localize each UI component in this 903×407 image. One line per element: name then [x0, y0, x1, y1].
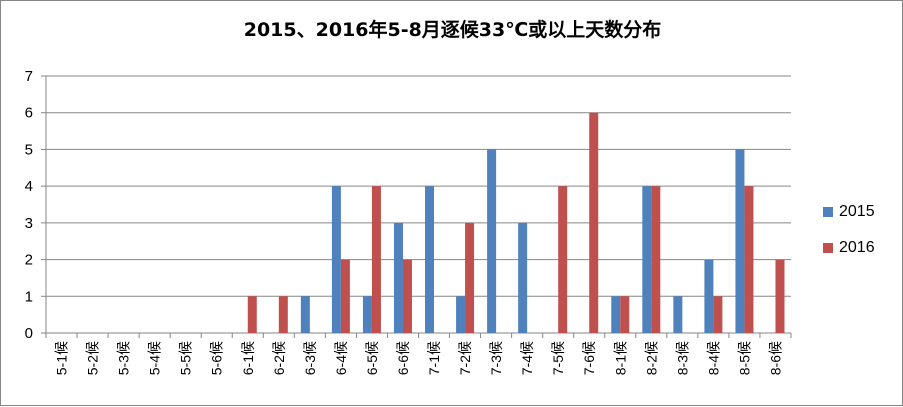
- y-tick-label-0: 0: [25, 325, 33, 342]
- bar-2016: [278, 296, 288, 333]
- x-tick-label: 7-5候: [550, 341, 566, 375]
- x-tick-label: 6-4候: [333, 341, 349, 375]
- bar-2015: [611, 296, 621, 333]
- bar-2015: [518, 222, 528, 333]
- legend-item-2015: 2015: [823, 201, 901, 223]
- legend: 2015 2016: [823, 201, 901, 273]
- bar-2015: [456, 296, 466, 333]
- bar-2016: [247, 296, 257, 333]
- y-tick-label-2: 2: [25, 252, 33, 269]
- x-tick-label: 5-2候: [85, 341, 101, 375]
- bar-2016: [558, 186, 568, 333]
- x-tick-label: 7-4候: [519, 341, 535, 375]
- x-tick-label: 6-2候: [271, 341, 287, 375]
- bar-2015: [704, 259, 714, 333]
- x-tick-label: 5-4候: [147, 341, 163, 375]
- y-tick-label-3: 3: [25, 215, 33, 232]
- x-tick-label: 8-4候: [705, 341, 721, 375]
- bar-2015: [362, 296, 372, 333]
- x-tick-label: 5-3候: [116, 341, 132, 375]
- x-tick-label: 7-1候: [426, 341, 442, 375]
- bar-2015: [300, 296, 310, 333]
- legend-label-2016: 2016: [839, 239, 875, 256]
- y-tick-label-5: 5: [25, 141, 33, 158]
- bar-2016: [744, 186, 754, 333]
- x-tick-label: 8-6候: [767, 341, 783, 375]
- bar-2016: [589, 112, 599, 333]
- bar-2016: [775, 259, 785, 333]
- legend-swatch-2015: [823, 207, 833, 217]
- x-tick-label: 5-1候: [54, 341, 70, 375]
- x-tick-label: 8-5候: [736, 341, 752, 375]
- bar-2015: [331, 186, 341, 333]
- x-tick-label: 8-1候: [612, 341, 628, 375]
- x-tick-label: 6-3候: [302, 341, 318, 375]
- x-tick-label: 8-3候: [674, 341, 690, 375]
- legend-swatch-2016: [823, 243, 833, 253]
- x-tick-label: 6-5候: [364, 341, 380, 375]
- x-tick-label: 6-6候: [395, 341, 411, 375]
- bar-2016: [465, 222, 475, 333]
- chart-title: 2015、2016年5-8月逐候33℃或以上天数分布: [243, 19, 662, 41]
- y-tick-label-1: 1: [25, 288, 33, 305]
- bar-2016: [402, 259, 412, 333]
- bar-2016: [713, 296, 723, 333]
- x-tick-label: 5-6候: [209, 341, 225, 375]
- bar-2015: [642, 186, 652, 333]
- bar-2016: [651, 186, 661, 333]
- bar-2015: [735, 149, 745, 333]
- bar-2015: [393, 222, 403, 333]
- bar-2016: [371, 186, 381, 333]
- bar-2015: [673, 296, 683, 333]
- x-tick-label: 8-2候: [643, 341, 659, 375]
- bar-2015: [487, 149, 497, 333]
- legend-label-2015: 2015: [839, 203, 875, 220]
- bar-2016: [620, 296, 630, 333]
- legend-item-2016: 2016: [823, 237, 901, 259]
- x-tick-label: 7-6候: [581, 341, 597, 375]
- y-tick-label-6: 6: [25, 105, 33, 122]
- x-tick-label: 5-5候: [178, 341, 194, 375]
- bar-2016: [340, 259, 350, 333]
- x-tick-label: 7-2候: [457, 341, 473, 375]
- y-tick-label-4: 4: [25, 178, 33, 195]
- y-tick-label-7: 7: [25, 68, 33, 85]
- x-tick-label: 6-1候: [240, 341, 256, 375]
- x-tick-label: 7-3候: [488, 341, 504, 375]
- bar-2015: [425, 186, 435, 333]
